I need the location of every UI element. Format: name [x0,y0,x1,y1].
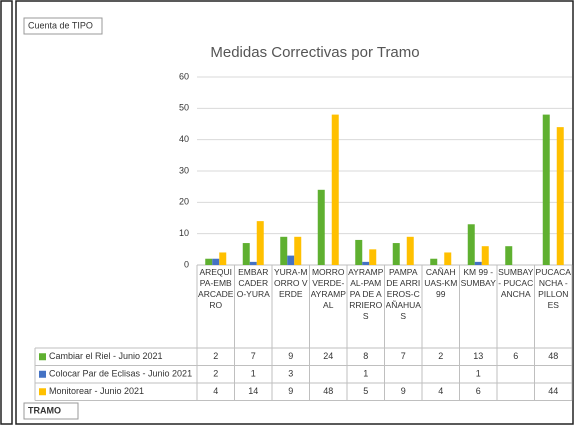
table-value: 2 [438,351,443,361]
table-value: 4 [438,386,443,396]
table-value: 1 [476,369,481,379]
y-tick-label: 40 [179,134,189,144]
table-value: 8 [363,351,368,361]
frame-left [0,0,13,425]
bar [556,127,564,265]
x-tick-label: AYRAMPAL-PAMPA DE ARRIEROS [348,267,384,321]
x-tick-label-box: CAÑAHUAS-KM 99 [424,267,458,299]
legend-swatch [39,353,46,361]
legend-swatch [39,370,46,378]
legend-swatch [39,388,46,396]
table-value: 48 [323,386,333,396]
x-tick-label-box: EMBARCADERO-YURA [236,267,270,299]
x-tick-label: PUCACANCHA - PILLONES [535,267,571,310]
x-tick-label: AREQUIPA-EMBARCADERO [198,267,234,310]
x-tick-label-box: MORRO VERDE-AYRAMPAL [310,267,346,310]
y-tick-label: 30 [179,165,189,175]
bar [369,249,377,265]
x-tick-label: MORRO VERDE-AYRAMPAL [310,267,346,310]
bar [242,243,250,265]
table-value: 14 [248,386,258,396]
table-value: 7 [251,351,256,361]
table-value: 1 [363,369,368,379]
x-tick-label-box: SUMBAY - PUCACANCHA [498,267,534,299]
x-tick-label: SUMBAY - PUCACANCHA [498,267,534,299]
y-tick-label: 0 [184,259,189,269]
x-tick-label-box: AYRAMPAL-PAMPA DE ARRIEROS [348,267,384,321]
bar [362,261,370,265]
x-tick-label: YURA-MORRO VERDE [273,267,308,299]
bar [331,114,339,265]
bar [249,261,257,265]
bar [406,236,414,265]
x-tick-label: CAÑAHUAS-KM 99 [424,267,458,299]
table-value: 1 [251,369,256,379]
y-tick-label: 60 [179,71,189,81]
x-tick-label: KM 99 - SUMBAY [460,267,496,288]
legend-label: Colocar Par de Eclisas - Junio 2021 [49,369,192,379]
bar [467,224,475,265]
table-value: 13 [473,351,483,361]
x-tick-label: PAMPA DE ARRIEROS-CAÑAHUAS [385,267,421,321]
y-tick-label: 10 [179,228,189,238]
bar [205,258,213,265]
bar [287,255,295,265]
table-value: 9 [288,351,293,361]
bar [280,236,288,265]
table-value: 6 [476,386,481,396]
table-value: 7 [401,351,406,361]
field-button[interactable] [23,17,103,35]
bar [294,236,302,265]
legend-label: Cambiar el Riel - Junio 2021 [49,351,163,361]
x-tick-label-box: PAMPA DE ARRIEROS-CAÑAHUAS [385,267,421,321]
axis-button[interactable] [23,402,79,420]
table-value: 5 [363,386,368,396]
legend-label: Monitorear - Junio 2021 [49,386,144,396]
bar [392,243,400,265]
table-value: 9 [401,386,406,396]
bar [355,239,363,265]
bar [505,246,513,265]
table-value: 4 [213,386,218,396]
x-tick-label: EMBARCADERO-YURA [236,267,270,299]
x-tick-label-box: YURA-MORRO VERDE [273,267,308,299]
chart-title: Medidas Correctivas por Tramo [210,44,419,61]
table-value: 2 [213,351,218,361]
table-value: 9 [288,386,293,396]
bar [542,114,550,265]
table-value: 48 [548,351,558,361]
bar [474,261,482,265]
table-value: 2 [213,369,218,379]
table-value: 3 [288,369,293,379]
table-value: 24 [323,351,333,361]
bar [430,258,438,265]
bar [481,246,489,265]
bar [444,252,452,265]
table-value: 6 [513,351,518,361]
bar [219,252,227,265]
table-value: 44 [548,386,558,396]
x-tick-label-box: AREQUIPA-EMBARCADERO [198,267,234,310]
bar [317,189,325,265]
y-tick-label: 50 [179,103,189,113]
frame [15,0,574,425]
bar [212,258,220,265]
x-tick-label-box: KM 99 - SUMBAY [460,267,496,288]
y-tick-label: 20 [179,197,189,207]
bar [256,221,264,265]
field-button-label: Cuenta de TIPO [28,20,93,30]
x-tick-label-box: PUCACANCHA - PILLONES [535,267,571,310]
axis-button-label: TRAMO [28,405,61,415]
